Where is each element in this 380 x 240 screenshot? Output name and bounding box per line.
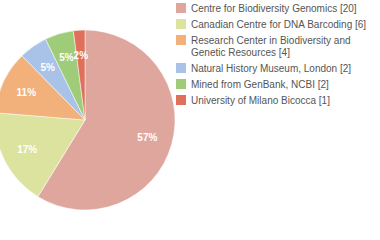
data-labels: 57%17%11%5%5%2%: [17, 50, 158, 155]
data-label: 57%: [137, 132, 157, 143]
legend-label: Natural History Museum, London [2]: [191, 63, 351, 74]
legend-swatch: [176, 35, 186, 45]
legend-label: Research Center in Biodiversity andGenet…: [191, 35, 351, 58]
legend-swatch: [176, 95, 186, 105]
pie-slice: [73, 30, 85, 120]
data-label: 5%: [40, 62, 55, 73]
data-label: 11%: [17, 87, 37, 98]
legend-swatch: [176, 19, 186, 29]
legend-label: Centre for Biodiversity Genomics [20]: [191, 3, 357, 14]
data-label: 17%: [17, 144, 37, 155]
legend-label: Canadian Centre for DNA Barcoding [6]: [191, 19, 366, 30]
pie-slice: [0, 113, 85, 197]
legend-swatch: [176, 63, 186, 73]
legend: Centre for Biodiversity Genomics [20] Can…: [176, 3, 366, 106]
pie: [0, 30, 175, 210]
legend-label: Mined from GenBank, NCBI [2]: [191, 79, 329, 90]
legend-swatch: [176, 3, 186, 13]
data-label: 5%: [59, 52, 74, 63]
chart: 57%17%11%5%5%2%Centre for Biodiversity G…: [0, 0, 380, 240]
legend-swatch: [176, 79, 186, 89]
legend-label: University of Milano Bicocca [1]: [191, 95, 330, 106]
pie-slice: [46, 31, 85, 120]
data-label: 2%: [74, 50, 89, 61]
